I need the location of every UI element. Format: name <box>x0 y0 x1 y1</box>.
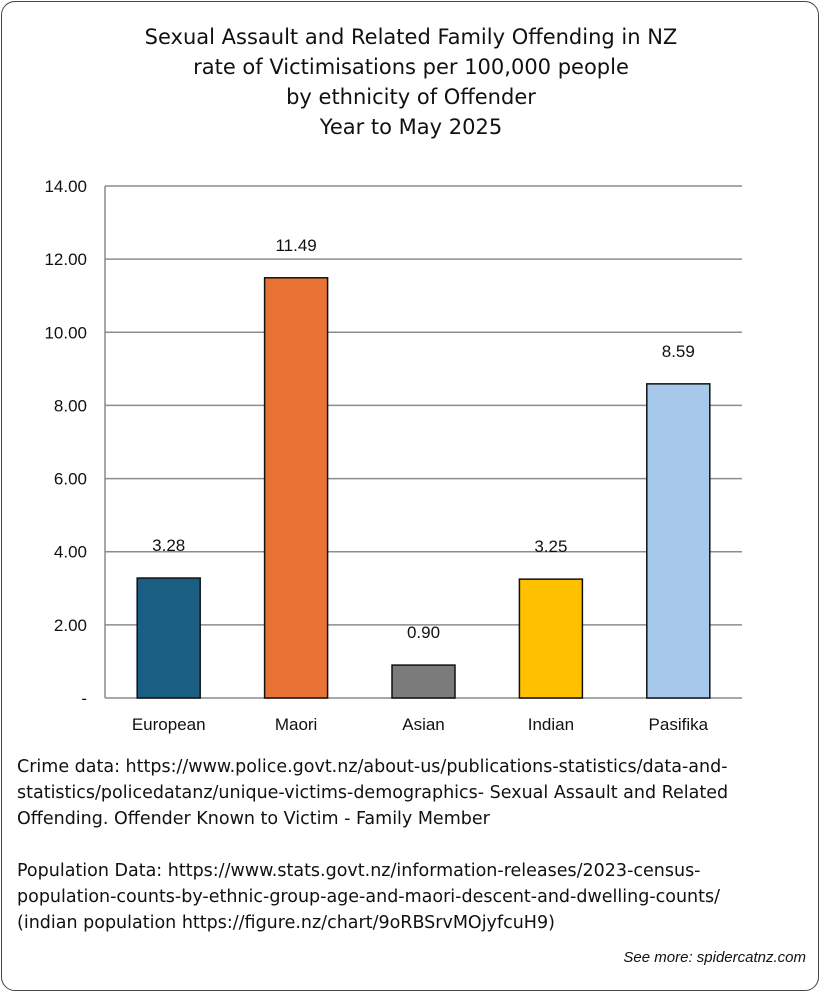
population-source-line-2: population-counts-by-ethnic-group-age-an… <box>17 887 721 907</box>
y-tick-label: 2.00 <box>54 616 87 635</box>
source-notes: Crime data: https://www.police.govt.nz/a… <box>17 754 807 936</box>
population-source-line-1: Population Data: https://www.stats.govt.… <box>17 861 701 881</box>
y-tick-label: - <box>81 689 87 708</box>
data-label: 11.49 <box>275 236 316 255</box>
bar <box>646 383 711 699</box>
y-tick-label: 14.00 <box>44 177 87 196</box>
site-credit: See more: spidercatnz.com <box>623 949 806 966</box>
bar <box>518 578 584 699</box>
x-tick-label: Indian <box>528 715 574 734</box>
population-source-line-3: (indian population https://figure.nz/cha… <box>17 913 555 933</box>
y-tick-label: 8.00 <box>54 396 87 415</box>
y-tick-label: 4.00 <box>54 543 87 562</box>
x-tick-label: Asian <box>402 715 445 734</box>
chart-title: Sexual Assault and Related Family Offend… <box>0 22 822 142</box>
title-line-1: Sexual Assault and Related Family Offend… <box>144 25 678 49</box>
data-label: 3.25 <box>534 537 567 556</box>
x-tick-label: Pasifika <box>649 715 709 734</box>
x-tick-label: European <box>132 715 206 734</box>
x-tick-label: Maori <box>275 715 318 734</box>
bar <box>263 277 329 699</box>
data-label: 3.28 <box>152 536 185 555</box>
crime-source-line-3: Offending. Offender Known to Victim - Fa… <box>17 809 490 829</box>
title-line-4: Year to May 2025 <box>319 115 503 139</box>
crime-source-line-1: Crime data: https://www.police.govt.nz/a… <box>17 757 728 777</box>
crime-source-line-2: statistics/policedatanz/unique-victims-d… <box>17 783 729 803</box>
bar <box>391 664 456 699</box>
y-tick-label: 10.00 <box>44 323 87 342</box>
bar <box>136 577 201 699</box>
title-line-3: by ethnicity of Offender <box>286 85 536 109</box>
y-tick-label: 12.00 <box>44 250 87 269</box>
bar-chart: - 2.00 4.00 6.00 8.00 10.00 12.00 14.00 3.28 Euro… <box>44 177 742 734</box>
data-label: 0.90 <box>407 623 440 642</box>
data-label: 8.59 <box>662 342 695 361</box>
y-tick-label: 6.00 <box>54 470 87 489</box>
title-line-2: rate of Victimisations per 100,000 peopl… <box>193 55 629 79</box>
